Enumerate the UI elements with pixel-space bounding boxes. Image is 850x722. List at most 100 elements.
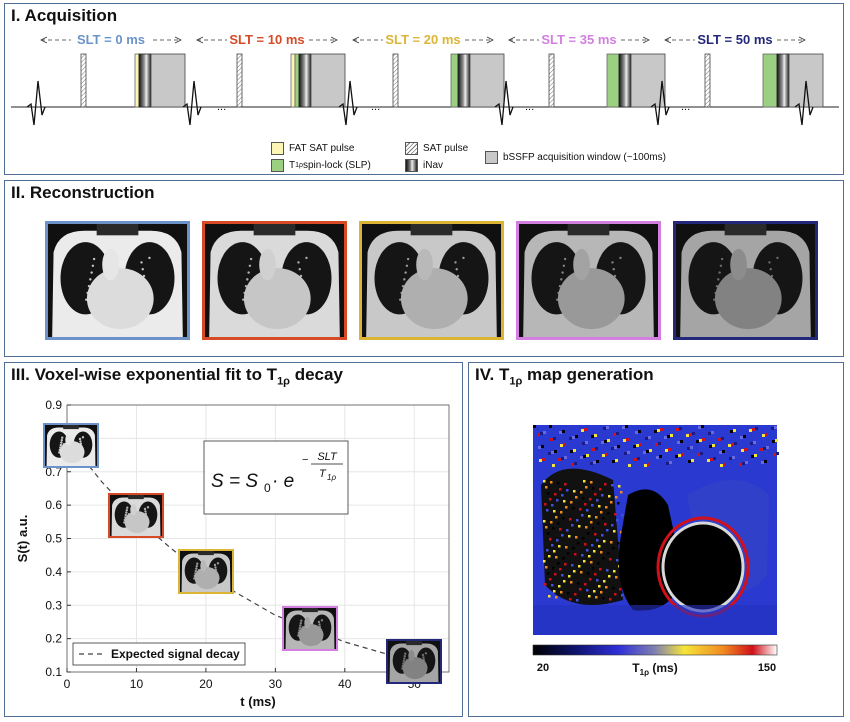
- lung-noise-pixel: [621, 594, 624, 597]
- map-noise-pixel: [601, 441, 604, 444]
- lung-noise-pixel: [608, 575, 611, 578]
- inav-label: iNav: [423, 160, 444, 171]
- map-noise-pixel: [586, 454, 589, 457]
- map-noise-pixel: [666, 462, 669, 465]
- map-noise-pixel: [686, 434, 689, 437]
- lung-noise-pixel: [565, 506, 568, 509]
- x-tick-label: 30: [269, 677, 283, 691]
- lung-noise-pixel: [615, 496, 618, 499]
- map-noise-pixel: [701, 425, 704, 428]
- map-noise-pixel: [628, 464, 631, 467]
- cardiac-image: [48, 224, 187, 337]
- lung-noise-pixel: [602, 557, 605, 560]
- lung-noise-pixel: [543, 520, 546, 523]
- map-noise-pixel: [560, 444, 563, 447]
- lung-vessel: [422, 656, 425, 660]
- map-noise-pixel: [751, 455, 754, 458]
- map-noise-pixel: [718, 438, 721, 441]
- map-noise-pixel: [740, 436, 743, 439]
- map-title-post: map generation: [522, 365, 654, 384]
- lung-noise-pixel: [607, 512, 610, 515]
- lung-noise-pixel: [568, 575, 571, 578]
- lung-noise-pixel: [598, 545, 601, 548]
- heart: [243, 268, 311, 330]
- map-noise-pixel: [569, 437, 572, 440]
- fit-title-pre: III. Voxel-wise exponential fit to T: [11, 365, 278, 384]
- lung-noise-pixel: [571, 524, 574, 527]
- fit-title-post: decay: [290, 365, 343, 384]
- lung-vessel: [81, 435, 85, 439]
- fit-title-sub: 1ρ: [277, 375, 290, 388]
- slt-label: SLT = 0 ms: [77, 32, 145, 47]
- lung-noise-pixel: [596, 579, 599, 582]
- lung-noise-pixel: [593, 550, 596, 553]
- map-noise-pixel: [615, 459, 618, 462]
- lung-noise-pixel: [611, 524, 614, 527]
- lung-noise-pixel: [549, 498, 552, 501]
- lung-noise-pixel: [604, 483, 607, 486]
- lung-vessel: [612, 268, 615, 271]
- lung-vessel: [402, 660, 406, 663]
- map-noise-pixel: [690, 446, 693, 449]
- lung-noise-pixel: [574, 553, 577, 556]
- lung-noise-pixel: [587, 532, 590, 535]
- slt-label-bg: [539, 31, 619, 48]
- lung-vessel: [611, 261, 614, 264]
- map-noise-pixel: [710, 458, 713, 461]
- x-tick-label: 40: [338, 677, 352, 691]
- map-noise-pixel: [604, 440, 607, 443]
- inav-block: [138, 53, 152, 108]
- lung-noise-pixel: [607, 552, 610, 555]
- cardiac-image: [205, 224, 344, 337]
- map-panel: IV. T1ρ map generation 20 150 T1ρ (ms): [468, 362, 844, 717]
- map-noise-pixel: [733, 429, 736, 432]
- lung-noise-pixel: [613, 570, 616, 573]
- slt-label-bg: [227, 31, 307, 48]
- x-tick-label: 20: [199, 677, 213, 691]
- inav-block: [457, 53, 471, 108]
- heart: [59, 440, 85, 463]
- lung-noise-pixel: [580, 491, 583, 494]
- sat-pulse: [548, 53, 555, 108]
- lung-noise-pixel: [555, 556, 558, 559]
- map-noise-pixel: [734, 442, 737, 445]
- lung-vessel: [299, 622, 303, 625]
- lung-noise-pixel: [616, 559, 619, 562]
- map-noise-pixel: [765, 433, 768, 436]
- lung-noise-pixel: [595, 516, 598, 519]
- lung-noise-pixel: [559, 528, 562, 531]
- map-noise-pixel: [739, 463, 742, 466]
- lung-noise-pixel: [543, 560, 546, 563]
- lung-noise-pixel: [599, 488, 602, 491]
- map-noise-pixel: [773, 453, 776, 456]
- cardiac-image: [362, 224, 501, 337]
- lung-noise-pixel: [555, 516, 558, 519]
- lung-vessel: [404, 271, 407, 274]
- y-tick-label: 0.6: [45, 498, 62, 512]
- equation-box: [203, 440, 349, 515]
- map-noise-pixel: [595, 447, 598, 450]
- lung-vessel: [194, 570, 197, 573]
- chart-legend: [72, 642, 246, 666]
- lv-blood-pool: [661, 521, 745, 613]
- lung-vessel: [147, 505, 150, 509]
- map-noise-pixel: [541, 445, 544, 448]
- lung-noise-pixel: [545, 486, 548, 489]
- map-noise-pixel: [676, 428, 679, 431]
- lung-vessel: [126, 506, 129, 509]
- neck-region: [253, 224, 296, 236]
- lung-noise-pixel: [586, 549, 589, 552]
- lung-noise-pixel: [605, 586, 608, 589]
- lung-vessel: [213, 564, 217, 567]
- lung-vessel: [59, 443, 63, 446]
- equation-denominator: T: [319, 468, 327, 480]
- ecg-spike: [182, 80, 202, 126]
- lung-noise-pixel: [581, 514, 584, 517]
- ellipsis: ...: [525, 101, 534, 113]
- lung-vessel: [125, 511, 128, 514]
- lung-noise-pixel: [550, 521, 553, 524]
- lung-noise-pixel: [554, 493, 557, 496]
- slt-arrow-left: [196, 36, 204, 44]
- map-noise-pixel: [634, 458, 637, 461]
- map-noise-pixel: [561, 457, 564, 460]
